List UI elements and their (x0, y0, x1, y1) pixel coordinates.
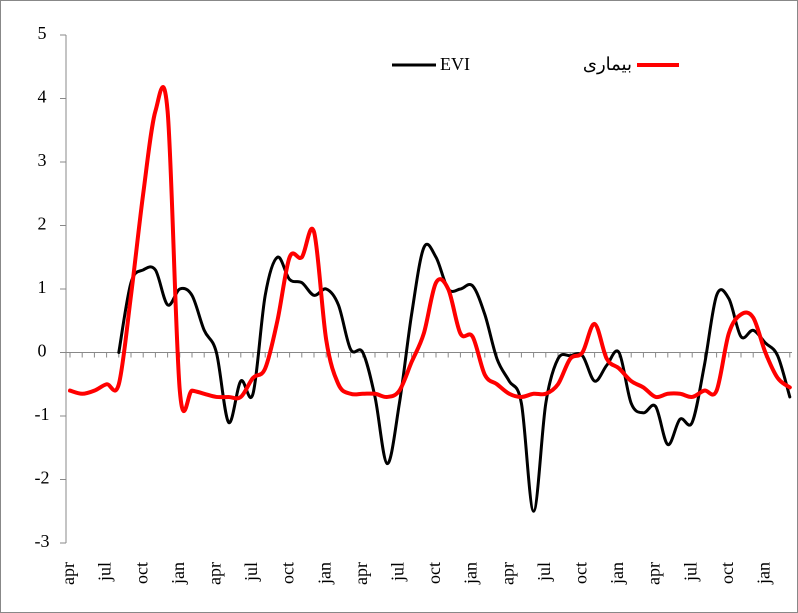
x-tick-label: jul (534, 562, 554, 582)
x-tick-label: apr (58, 562, 78, 585)
x-tick-label: jul (388, 562, 408, 582)
y-tick-label: 2 (38, 214, 47, 234)
x-tick-label: oct (131, 562, 151, 584)
x-tick-label: oct (424, 562, 444, 584)
x-tick-label: jan (314, 562, 334, 585)
x-tick-label: apr (497, 562, 517, 585)
y-tick-label: -3 (35, 531, 50, 551)
x-tick-label: oct (278, 562, 298, 584)
series-line (117, 242, 792, 513)
y-tick-label: -2 (35, 468, 50, 488)
y-tick-label: 5 (38, 23, 47, 43)
x-tick-label: jul (680, 562, 700, 582)
legend-label: EVI (440, 54, 470, 74)
legend-label: بیماری (583, 54, 632, 75)
y-tick-label: -1 (35, 404, 50, 424)
y-tick-label: 1 (38, 277, 47, 297)
y-tick-label: 0 (38, 341, 47, 361)
x-tick-label: jul (241, 562, 261, 582)
x-tick-label: apr (205, 562, 225, 585)
x-tick-label: jan (461, 562, 481, 585)
x-tick-label: jan (754, 562, 774, 585)
x-tick-label: apr (351, 562, 371, 585)
series-line (68, 85, 792, 414)
y-tick-label: 3 (38, 150, 47, 170)
x-tick-label: oct (571, 562, 591, 584)
y-tick-label: 4 (38, 87, 47, 107)
x-tick-label: jul (95, 562, 115, 582)
x-tick-label: jan (607, 562, 627, 585)
x-tick-label: jan (168, 562, 188, 585)
x-tick-label: apr (644, 562, 664, 585)
x-tick-label: oct (717, 562, 737, 584)
